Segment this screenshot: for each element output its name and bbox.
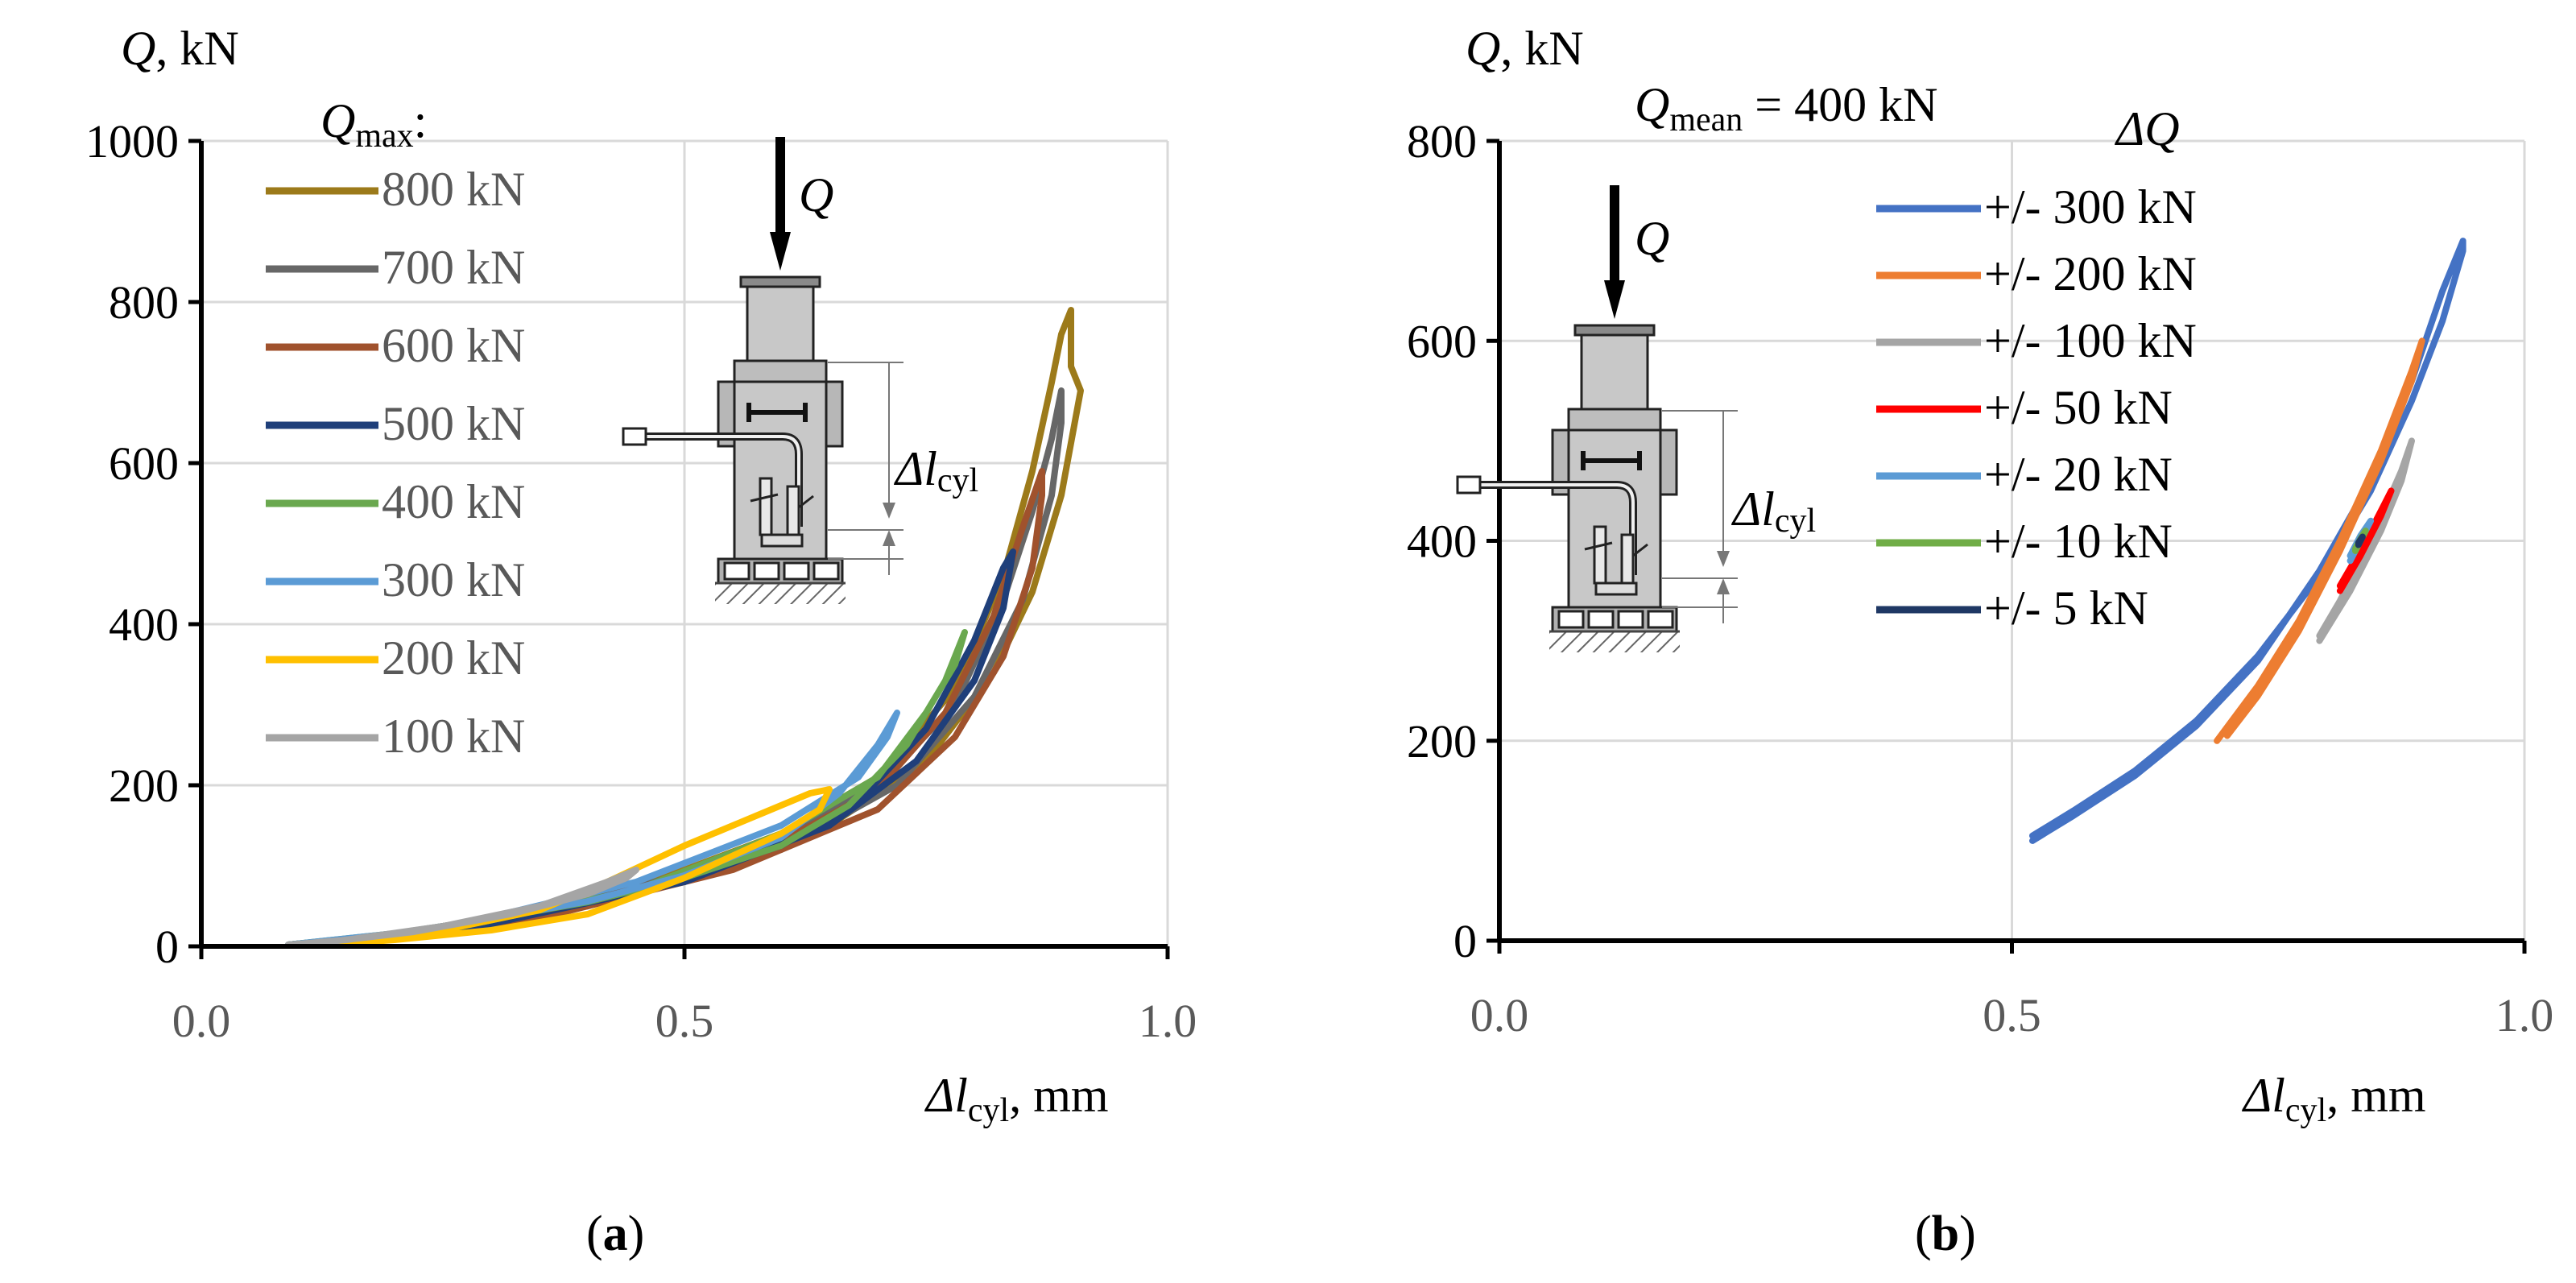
axes-a bbox=[188, 139, 1170, 959]
series-line-100-kN bbox=[285, 867, 639, 948]
legend-title-b: ΔQ bbox=[2115, 102, 2180, 155]
legend-label: +/- 300 kN bbox=[1984, 180, 2197, 234]
y-axis-title-a: Q, kN bbox=[121, 22, 239, 75]
caption-a: (a) bbox=[586, 1206, 644, 1261]
grid-b bbox=[1499, 139, 2526, 941]
x-tick-label: 0.0 bbox=[172, 995, 231, 1047]
inset-jack-a bbox=[623, 277, 903, 604]
axes-b bbox=[1486, 139, 2527, 954]
x-axis-title-a: Δlcyl, mm bbox=[924, 1069, 1109, 1129]
y-tick-label: 800 bbox=[1407, 115, 1477, 168]
load-arrow-b bbox=[1604, 185, 1625, 319]
legend-label: +/- 100 kN bbox=[1984, 314, 2197, 367]
y-tick-label: 0 bbox=[155, 921, 179, 973]
series-line-100-kN bbox=[2316, 437, 2415, 644]
y-tick-label: 400 bbox=[1407, 515, 1477, 568]
y-tick-label: 600 bbox=[109, 437, 179, 490]
x-tick-label: 0.5 bbox=[655, 995, 714, 1047]
legend-label: +/- 10 kN bbox=[1984, 515, 2173, 568]
legend-title-a: Qmax: bbox=[320, 94, 427, 155]
y-tick-labels-a: 0 200 400 600 800 1000 bbox=[85, 115, 179, 973]
series-group-a bbox=[285, 307, 1084, 948]
inset-load-label-a: Q bbox=[799, 168, 833, 221]
inset-delta-label-a: Δlcyl bbox=[894, 442, 978, 499]
series-line-200-kN bbox=[2214, 337, 2425, 744]
inset-delta-label-b: Δlcyl bbox=[1731, 482, 1816, 540]
legend-label: 800 kN bbox=[382, 163, 525, 216]
y-axis-title-b: Q, kN bbox=[1466, 22, 1584, 75]
y-tick-labels-b: 0 200 400 600 800 bbox=[1407, 115, 1477, 967]
chart-panel-a: 0.0 0.5 1.0 0 200 400 600 800 1000 Q, kN Δlcyl,… bbox=[85, 22, 1197, 1261]
legend-label: +/- 50 kN bbox=[1984, 381, 2173, 434]
legend-a: 800 kN 700 kN 600 kN 500 kN 400 kN 300 kN 200 … bbox=[266, 163, 525, 763]
grid-a bbox=[201, 139, 1169, 946]
x-tick-label: 1.0 bbox=[2495, 989, 2554, 1041]
series-line-300-kN bbox=[2029, 238, 2466, 844]
legend-label: 300 kN bbox=[382, 553, 525, 606]
x-axis-title-b: Δlcyl, mm bbox=[2242, 1069, 2426, 1129]
y-tick-label: 600 bbox=[1407, 315, 1477, 367]
load-arrow-a bbox=[770, 137, 791, 271]
x-tick-labels-a: 0.0 0.5 1.0 bbox=[172, 995, 1197, 1047]
legend-label: 200 kN bbox=[382, 631, 525, 685]
annotation-qmean-b: Qmean = 400 kN bbox=[1635, 78, 1937, 139]
series-group-b bbox=[2029, 238, 2466, 844]
y-tick-label: 0 bbox=[1453, 915, 1477, 967]
legend-label: 500 kN bbox=[382, 397, 525, 450]
inset-load-label-b: Q bbox=[1635, 212, 1669, 265]
x-tick-label: 0.0 bbox=[1470, 989, 1529, 1041]
series-line-5-kN bbox=[2355, 533, 2366, 548]
legend-label: +/- 5 kN bbox=[1984, 581, 2148, 635]
y-tick-label: 800 bbox=[109, 276, 179, 329]
legend-b: +/- 300 kN +/- 200 kN +/- 100 kN +/- 50 kN +… bbox=[1876, 180, 2197, 635]
y-tick-label: 200 bbox=[1407, 715, 1477, 768]
legend-label: 600 kN bbox=[382, 319, 525, 372]
legend-label: +/- 200 kN bbox=[1984, 247, 2197, 300]
x-tick-label: 1.0 bbox=[1139, 995, 1197, 1047]
y-tick-label: 1000 bbox=[85, 115, 179, 168]
caption-b: (b) bbox=[1915, 1206, 1976, 1261]
legend-label: +/- 20 kN bbox=[1984, 448, 2173, 501]
series-line-50-kN bbox=[2336, 487, 2395, 594]
legend-label: 400 kN bbox=[382, 475, 525, 528]
x-tick-labels-b: 0.0 0.5 1.0 bbox=[1470, 989, 2554, 1041]
series-line-200-kN bbox=[324, 786, 833, 948]
legend-label: 700 kN bbox=[382, 241, 525, 294]
legend-label: 100 kN bbox=[382, 710, 525, 763]
y-tick-label: 400 bbox=[109, 598, 179, 651]
x-tick-label: 0.5 bbox=[1983, 989, 2041, 1041]
y-tick-label: 200 bbox=[109, 759, 179, 812]
